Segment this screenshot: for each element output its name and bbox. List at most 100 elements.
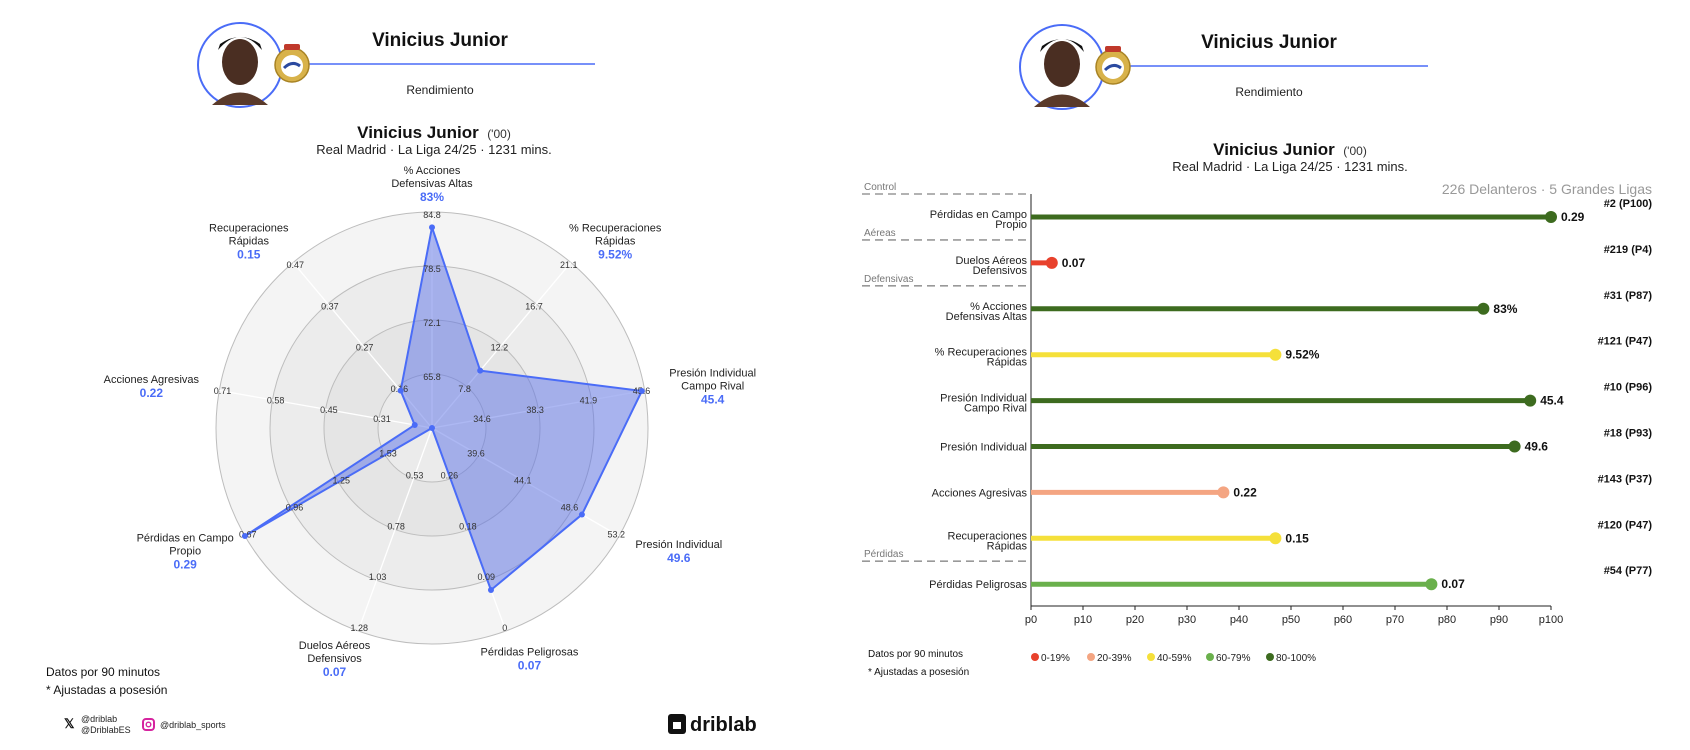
x-tick-label: p90 [1490,614,1508,626]
radar-tick-label: 84.8 [423,210,441,220]
percentile-dot [1217,486,1230,499]
x-handle-2[interactable]: @DriblabES [81,725,131,735]
legend-label: 40-59% [1157,653,1192,664]
radar-tick-label: 0.09 [478,572,496,582]
x-tick-label: p10 [1074,614,1092,626]
x-tick-label: p100 [1539,614,1563,626]
radar-point-7 [411,421,418,428]
x-handle-1[interactable]: @driblab [81,714,117,724]
row-label: Recuperaciones [948,530,1028,542]
radar-axis-label: Presión Individual [669,367,756,379]
radar-point-0 [429,224,435,231]
player-title: Vinicius Junior ('00) [357,123,511,142]
rank-label: #120 (P47) [1598,519,1653,531]
percentile-dot [1545,211,1557,223]
group-label: Defensivas [864,274,913,285]
radar-tick-label: 0.26 [441,471,459,481]
radar-tick-label: 0.27 [356,343,374,353]
row-label: % Acciones [970,301,1027,313]
x-tick-label: p40 [1230,614,1248,626]
percentile-dot [1045,256,1058,269]
player-photo [197,22,283,108]
row-label: Acciones Agresivas [932,487,1028,499]
svg-text:driblab: driblab [690,714,757,736]
radar-tick-label: 1.25 [333,475,351,485]
player-name: Vinicius Junior [1213,140,1335,159]
radar-tick-label: 21.1 [560,260,578,270]
x-tick-label: p80 [1438,614,1456,626]
radar-tick-label: 0 [502,623,507,633]
radar-tick-label: 38.3 [526,405,544,415]
radar-axis-label: Presión Individual [635,539,722,551]
value-label: 9.52% [1285,348,1319,362]
footnote-possession: * Ajustadas a posesión [868,667,969,678]
radar-point-1 [477,367,484,374]
row-label: Presión Individual [940,393,1027,405]
player-info: Real Madrid · La Liga 24/25 · 1231 mins. [1172,159,1408,174]
legend-label: 20-39% [1097,653,1132,664]
percentile-legend: 0-19% 20-39% 40-59% 60-79% 80-100% [1031,653,1316,664]
comparison-group: 226 Delanteros · 5 Grandes Ligas [1442,181,1652,197]
radar-tick-label: 65.8 [423,372,441,382]
radar-axis-label: Duelos Aéreos [299,640,371,652]
radar-point-8 [397,387,404,394]
radar-axis-label: Pérdidas Peligrosas [481,647,579,659]
rank-label: #219 (P4) [1604,244,1653,256]
radar-axis-value: 0.07 [518,659,542,673]
club-badge-icon [1095,46,1131,85]
radar-spoke [219,389,433,429]
radar-axis-label: Recuperaciones [209,222,289,234]
radar-tick-label: 1.28 [350,623,368,633]
row-label: Duelos Aéreos [955,255,1027,267]
radar-point-4 [487,586,494,593]
percentile-dot [1269,348,1282,361]
right-footer: Datos por 90 minutos * Ajustadas a poses… [868,649,1316,678]
radar-tick-label: 0.47 [286,260,304,270]
radar-tick-label: 39.6 [467,448,485,458]
rank-label: #121 (P47) [1598,336,1653,348]
radar-tick-label: 0.45 [320,405,338,415]
radar-axis-value: 83% [420,190,444,204]
radar-tick-label: 0.53 [406,471,424,481]
legend-swatch [1031,653,1039,661]
radar-tick-label: 1.03 [369,572,387,582]
player-info: Real Madrid · La Liga 24/25 · 1231 mins. [316,142,552,157]
radar-tick-label: 44.1 [514,475,532,485]
percentile-dot [1269,532,1282,545]
player-birth: ('00) [1343,144,1367,158]
player-title: Vinicius Junior ('00) [1213,140,1367,159]
row-label: Presión Individual [940,442,1027,454]
radar-tick-label: 0.31 [373,414,391,424]
club-badge-icon [274,44,310,83]
value-label: 0.29 [1561,210,1585,224]
radar-axis-label: Pérdidas en Campo [137,533,234,545]
percentile-dot [1477,302,1490,315]
radar-tick-label: 0.67 [239,529,257,539]
footnote-per90: Datos por 90 minutos [868,649,963,660]
x-logo-icon: 𝕏 [64,716,75,731]
legend-label: 0-19% [1041,653,1070,664]
radar-tick-label: 53.2 [607,529,625,539]
header-subtitle: Rendimiento [1235,85,1303,99]
radar-tick-label: 0.71 [214,386,232,396]
player-name: Vinicius Junior [357,123,479,142]
legend-swatch [1087,653,1095,661]
radar-tick-label: 41.9 [580,395,598,405]
row-label: Propio [995,219,1027,231]
radar-tick-label: 48.6 [561,502,579,512]
radar-axis-label: Defensivas Altas [391,178,473,190]
rank-label: #2 (P100) [1604,198,1653,210]
radar-area [243,226,643,591]
instagram-handle[interactable]: @driblab_sports [160,720,226,730]
radar-axis-label: Defensivos [307,653,362,665]
legend-label: 80-100% [1276,653,1316,664]
left-header: Vinicius Junior Rendimiento Vinicius Jun… [197,22,595,157]
value-label: 0.07 [1062,256,1086,270]
radar-axis-value: 49.6 [667,551,691,565]
value-label: 0.22 [1233,485,1257,499]
row-label: Pérdidas en Campo [930,209,1027,221]
rank-label: #143 (P37) [1598,473,1653,485]
group-label: Aéreas [864,228,896,239]
radar-tick-label: 78.5 [423,264,441,274]
